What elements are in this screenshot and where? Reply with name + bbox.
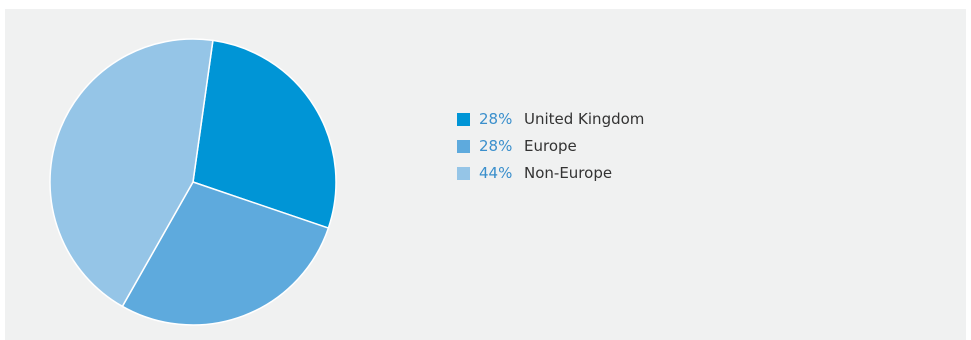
legend-label-non-europe: Non-Europe bbox=[524, 164, 613, 182]
pie-slice-united-kingdom bbox=[192, 39, 337, 229]
legend-percent-united-kingdom: 28% bbox=[479, 110, 513, 128]
legend-percent-europe: 28% bbox=[479, 137, 513, 155]
legend-swatch-united-kingdom bbox=[457, 112, 470, 126]
legend-percent-non-europe: 44% bbox=[479, 164, 513, 182]
legend-item-non-europe: 44% Non-Europe bbox=[457, 161, 644, 185]
pie-slice-non-europe bbox=[49, 38, 214, 308]
legend: 28% United Kingdom 28% Europe 44% Non-Eu… bbox=[457, 107, 644, 188]
legend-item-united-kingdom: 28% United Kingdom bbox=[457, 107, 644, 131]
legend-item-europe: 28% Europe bbox=[457, 134, 644, 158]
legend-swatch-non-europe bbox=[457, 166, 470, 180]
legend-label-united-kingdom: United Kingdom bbox=[524, 110, 645, 128]
pie-slice-europe bbox=[121, 181, 330, 326]
pie-chart bbox=[49, 38, 337, 326]
legend-label-europe: Europe bbox=[524, 137, 577, 155]
legend-swatch-europe bbox=[457, 139, 470, 153]
chart-panel: 28% United Kingdom 28% Europe 44% Non-Eu… bbox=[5, 9, 966, 340]
